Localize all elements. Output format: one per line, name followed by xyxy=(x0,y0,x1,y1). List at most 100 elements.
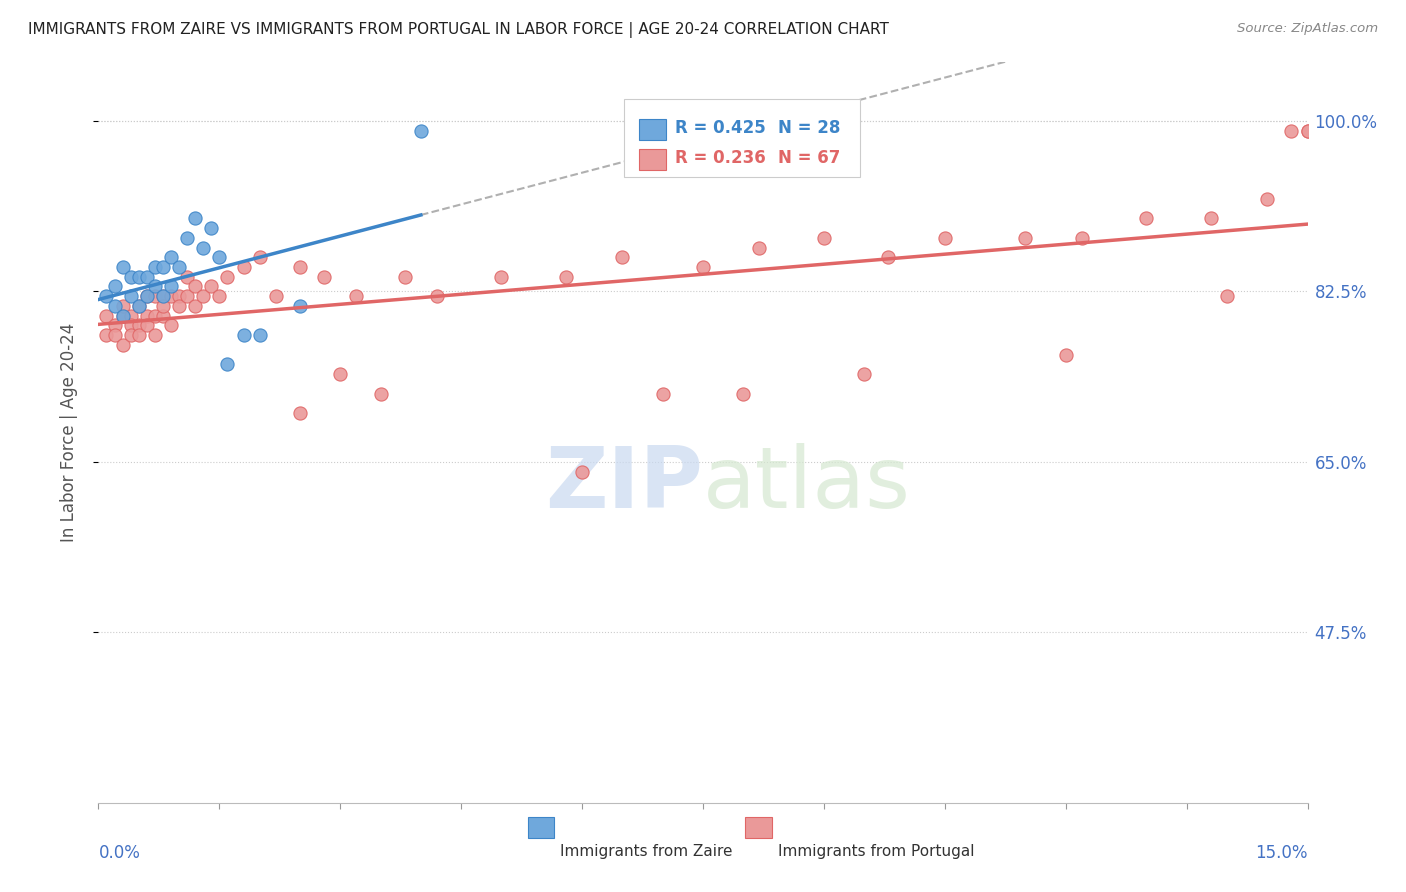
Bar xyxy=(638,149,665,169)
Point xyxy=(184,299,207,313)
Point xyxy=(111,309,134,323)
Point xyxy=(167,289,190,303)
Point xyxy=(160,279,183,293)
Point xyxy=(329,367,352,381)
Text: R = 0.425: R = 0.425 xyxy=(675,119,766,136)
Point xyxy=(249,250,271,264)
Point xyxy=(193,240,215,255)
Point xyxy=(160,318,183,333)
Point xyxy=(813,231,835,245)
Point xyxy=(264,289,287,303)
Point xyxy=(288,299,311,313)
Point xyxy=(167,299,190,313)
Point xyxy=(160,250,183,264)
Point xyxy=(128,269,150,284)
Point xyxy=(120,289,142,303)
Point xyxy=(135,289,157,303)
Point xyxy=(288,406,311,420)
Text: Immigrants from Portugal: Immigrants from Portugal xyxy=(778,844,974,858)
Point xyxy=(571,465,593,479)
Point xyxy=(176,269,198,284)
Point xyxy=(103,328,125,343)
Point xyxy=(103,279,125,293)
Point xyxy=(160,289,183,303)
Point xyxy=(208,289,231,303)
Point xyxy=(128,299,150,313)
Point xyxy=(120,269,142,284)
Point xyxy=(409,123,432,137)
Point xyxy=(217,358,239,372)
Point xyxy=(143,309,166,323)
Point xyxy=(167,260,190,274)
Point xyxy=(1014,231,1036,245)
Point xyxy=(152,309,174,323)
Text: ZIP: ZIP xyxy=(546,443,703,526)
Point xyxy=(748,240,770,255)
Point xyxy=(232,260,254,274)
Point xyxy=(193,289,215,303)
Point xyxy=(200,279,222,293)
Point xyxy=(103,318,125,333)
Point xyxy=(152,289,174,303)
Point xyxy=(370,386,392,401)
Point xyxy=(128,299,150,313)
Point xyxy=(143,260,166,274)
Point xyxy=(135,269,157,284)
Point xyxy=(143,328,166,343)
Text: 0.0%: 0.0% xyxy=(98,844,141,862)
Point xyxy=(120,328,142,343)
FancyBboxPatch shape xyxy=(624,99,860,178)
Point xyxy=(103,299,125,313)
Text: N = 28: N = 28 xyxy=(778,119,841,136)
Point xyxy=(184,211,207,226)
Point xyxy=(120,309,142,323)
Point xyxy=(1216,289,1239,303)
Point xyxy=(128,328,150,343)
Text: atlas: atlas xyxy=(703,443,911,526)
Point xyxy=(426,289,449,303)
Point xyxy=(394,269,416,284)
Point xyxy=(135,289,157,303)
Point xyxy=(135,318,157,333)
Point xyxy=(176,289,198,303)
Point xyxy=(96,328,118,343)
Point xyxy=(128,318,150,333)
Point xyxy=(217,269,239,284)
Point xyxy=(143,289,166,303)
Point xyxy=(184,279,207,293)
Point xyxy=(208,250,231,264)
Text: Source: ZipAtlas.com: Source: ZipAtlas.com xyxy=(1237,22,1378,36)
Point xyxy=(111,309,134,323)
Y-axis label: In Labor Force | Age 20-24: In Labor Force | Age 20-24 xyxy=(59,323,77,542)
Point xyxy=(555,269,578,284)
Point xyxy=(176,231,198,245)
Point xyxy=(491,269,513,284)
Point xyxy=(152,299,174,313)
Point xyxy=(853,367,876,381)
Point xyxy=(111,338,134,352)
Text: Immigrants from Zaire: Immigrants from Zaire xyxy=(561,844,733,858)
Point xyxy=(232,328,254,343)
Point xyxy=(877,250,900,264)
Text: R = 0.236: R = 0.236 xyxy=(675,149,766,167)
Point xyxy=(612,250,634,264)
Point xyxy=(1070,231,1092,245)
Bar xyxy=(527,817,554,838)
Point xyxy=(1054,348,1077,362)
Point xyxy=(200,221,222,235)
Point xyxy=(249,328,271,343)
Bar xyxy=(638,120,665,140)
Point xyxy=(651,386,673,401)
Point xyxy=(1199,211,1222,226)
Point xyxy=(1281,123,1303,137)
Point xyxy=(143,279,166,293)
Text: 15.0%: 15.0% xyxy=(1256,844,1308,862)
Point xyxy=(135,309,157,323)
Point xyxy=(1296,123,1319,137)
Point xyxy=(96,309,118,323)
Text: N = 67: N = 67 xyxy=(778,149,841,167)
Point xyxy=(152,289,174,303)
Bar xyxy=(745,817,772,838)
Point xyxy=(1296,123,1319,137)
Point xyxy=(152,260,174,274)
